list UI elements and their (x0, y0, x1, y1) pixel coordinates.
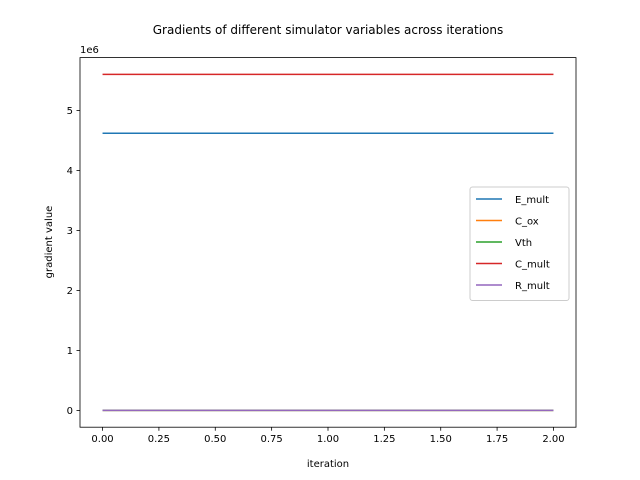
y-tick-label: 1 (67, 346, 73, 357)
y-tick-label: 5 (67, 106, 73, 117)
x-tick-label: 0.25 (148, 434, 170, 445)
y-tick-label: 0 (67, 406, 73, 417)
y-axis-label: gradient value (44, 206, 55, 279)
x-tick-label: 0.75 (261, 434, 283, 445)
legend-label-c-mult: C_mult (515, 260, 550, 271)
x-tick-label: 1.25 (373, 434, 395, 445)
x-axis-label: iteration (307, 459, 349, 470)
y-tick-label: 2 (67, 286, 73, 297)
x-tick-label: 1.75 (486, 434, 508, 445)
y-tick-label: 3 (67, 226, 73, 237)
legend-label-e-mult: E_mult (515, 195, 549, 206)
legend-label-c-ox: C_ox (515, 217, 539, 228)
x-axis-ticks: 0.00 0.25 0.50 0.75 1.00 1.25 1.50 1.75 2.00 (91, 427, 565, 445)
legend-label-r-mult: R_mult (515, 281, 550, 292)
x-tick-label: 0.00 (91, 434, 113, 445)
x-tick-label: 1.00 (317, 434, 339, 445)
y-tick-label: 4 (67, 166, 73, 177)
legend-frame (469, 186, 570, 301)
y-axis-ticks: 0 1 2 3 4 5 (67, 106, 80, 417)
x-tick-label: 2.00 (542, 434, 564, 445)
legend: E_mult C_ox Vth C_mult R_mult (469, 186, 570, 301)
plot-lines (102, 73, 554, 412)
x-tick-label: 0.50 (204, 434, 226, 445)
legend-label-vth: Vth (515, 238, 532, 249)
y-offset-label: 1e6 (80, 45, 99, 56)
chart-title: Gradients of different simulator variabl… (153, 23, 504, 37)
x-tick-label: 1.50 (430, 434, 452, 445)
